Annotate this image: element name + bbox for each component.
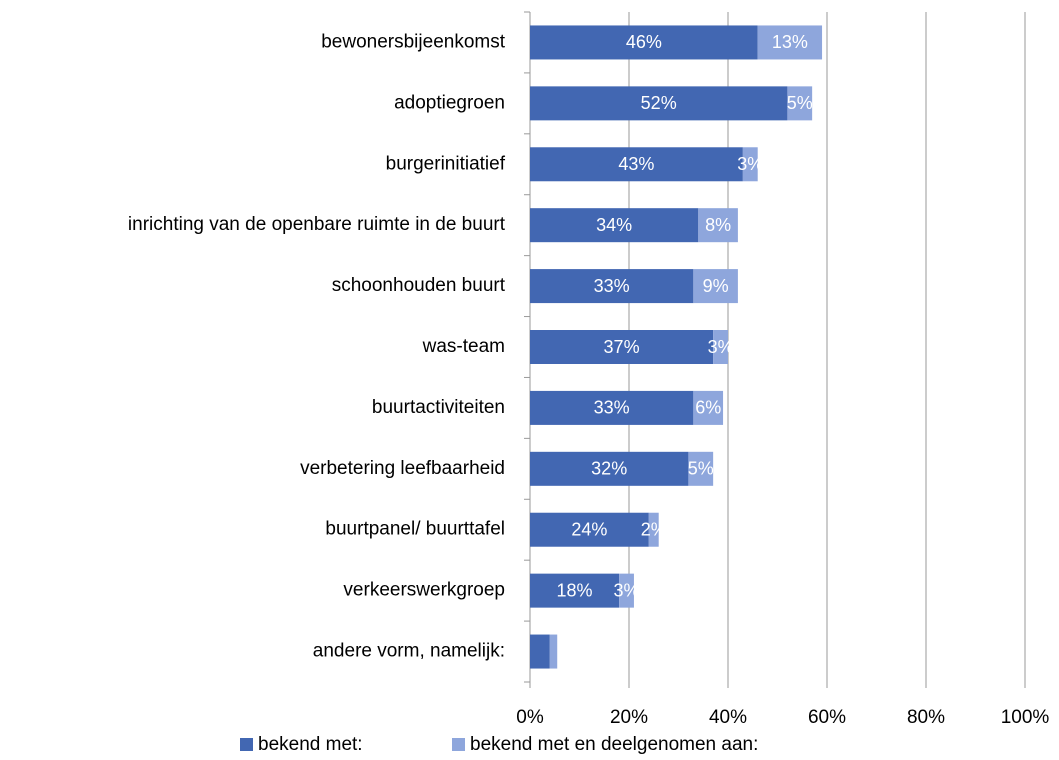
data-label: 52%	[641, 93, 677, 113]
y-tick-label: andere vorm, namelijk:	[313, 641, 505, 662]
bar-segment	[530, 208, 699, 243]
x-tick-label: 100%	[1001, 707, 1050, 728]
bar-segment	[713, 330, 728, 364]
legend-label: bekend met:	[258, 734, 363, 755]
y-tick-label: verkeerswerkgroep	[343, 580, 505, 601]
legend-swatch	[452, 738, 465, 751]
bar-segment	[648, 512, 659, 547]
bar-segment	[693, 269, 738, 304]
x-tick-label: 40%	[709, 707, 747, 728]
y-tick-label: bewonersbijeenkomst	[321, 31, 505, 52]
data-label: 43%	[618, 154, 654, 174]
bar-segment	[698, 208, 738, 243]
data-label: 2%	[641, 519, 667, 539]
x-tick-label: 80%	[907, 707, 945, 728]
data-label: 24%	[571, 519, 607, 539]
y-tick-label: was-team	[422, 336, 505, 357]
data-label: 3%	[614, 580, 640, 600]
bar-segment	[757, 25, 823, 60]
y-tick-label: buurtactiviteiten	[372, 397, 505, 418]
y-tick-label: burgerinitiatief	[386, 153, 506, 174]
data-label: 3%	[708, 337, 734, 357]
bar-segment	[530, 25, 758, 60]
data-label: 37%	[604, 337, 640, 357]
bar-segment	[530, 390, 694, 425]
data-label: 6%	[695, 398, 721, 418]
bar-segment	[742, 147, 758, 182]
bar-segment	[549, 634, 558, 669]
bar-segment	[530, 330, 714, 364]
bar-segment	[688, 451, 714, 486]
data-label: 5%	[688, 459, 714, 479]
bar-segment	[787, 86, 813, 121]
legend-label: bekend met en deelgenomen aan:	[470, 734, 758, 755]
data-label: 8%	[705, 215, 731, 235]
bar-segment	[530, 269, 694, 304]
bar-segment	[530, 451, 689, 486]
y-tick-label: inrichting van de openbare ruimte in de …	[128, 214, 506, 235]
data-label: 46%	[626, 32, 662, 52]
data-label: 18%	[557, 580, 593, 600]
bar-segment	[619, 573, 634, 608]
x-tick-label: 0%	[516, 707, 544, 728]
y-tick-label: adoptiegroen	[394, 92, 505, 113]
data-label: 34%	[596, 215, 632, 235]
y-tick-label: schoonhouden buurt	[332, 275, 506, 296]
data-label: 5%	[787, 93, 813, 113]
data-label: 13%	[772, 32, 808, 52]
bar-segment	[530, 86, 788, 121]
bar-segment	[530, 634, 550, 669]
data-label: 33%	[594, 398, 630, 418]
data-label: 3%	[737, 154, 763, 174]
y-tick-label: verbetering leefbaarheid	[300, 458, 505, 479]
x-tick-label: 60%	[808, 707, 846, 728]
bar-segment	[530, 512, 649, 547]
legend-swatch	[240, 738, 253, 751]
data-label: 32%	[591, 459, 627, 479]
bar-segment	[530, 147, 743, 182]
bar-segment	[693, 390, 724, 425]
bar-segment	[530, 573, 620, 608]
data-label: 33%	[594, 276, 630, 296]
x-tick-label: 20%	[610, 707, 648, 728]
data-label: 9%	[703, 276, 729, 296]
y-tick-label: buurtpanel/ buurttafel	[325, 519, 505, 540]
